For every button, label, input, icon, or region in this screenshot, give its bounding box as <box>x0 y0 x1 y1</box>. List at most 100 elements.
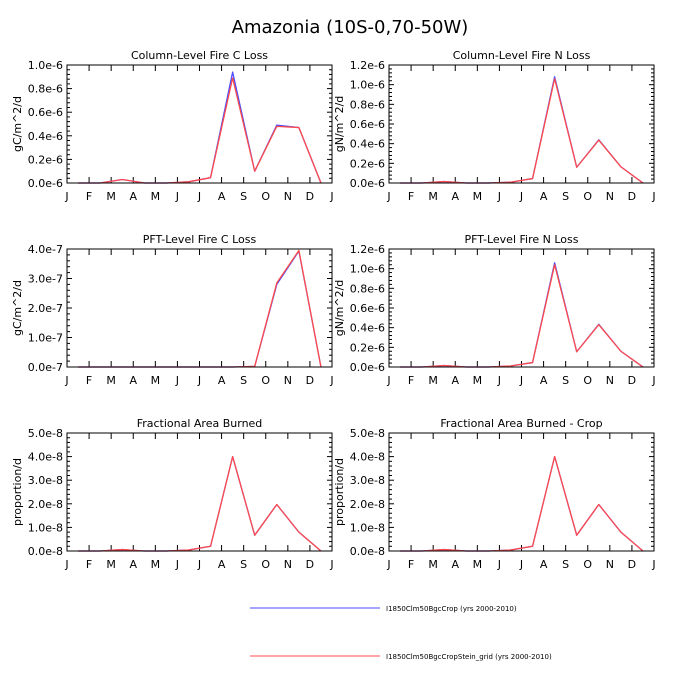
y-axis-label-2: gC/m^2/d <box>11 280 24 336</box>
y-tick-label-1-0: 0.0e-6 <box>350 177 385 190</box>
y-tick-label-1-2: 0.4e-6 <box>350 138 385 151</box>
chart-panels: Column-Level Fire C Loss gC/m^2/d 0.0e-6 0.… <box>11 49 656 571</box>
x-tick-label-1-8: S <box>562 190 569 203</box>
x-tick-label-1-12: J <box>651 190 655 203</box>
x-tick-label-5-5: J <box>497 558 501 571</box>
y-tick-label-0-0: 0.0e-6 <box>28 177 63 190</box>
x-tick-label-4-9: O <box>261 558 270 571</box>
x-tick-label-5-6: J <box>519 558 523 571</box>
x-tick-label-5-2: M <box>428 558 438 571</box>
chart-title-3: PFT-Level Fire N Loss <box>465 233 579 246</box>
series-line-0-0 <box>78 71 322 184</box>
x-tick-label-4-1: F <box>86 558 92 571</box>
x-tick-label-4-3: A <box>129 558 137 571</box>
x-tick-label-2-12: J <box>329 374 333 387</box>
x-tick-label-3-3: A <box>451 374 459 387</box>
x-tick-label-4-2: M <box>106 558 116 571</box>
x-tick-label-2-4: M <box>151 374 161 387</box>
x-tick-label-4-10: N <box>284 558 292 571</box>
y-tick-label-4-0: 0.0e-8 <box>28 545 63 558</box>
chart-title-1: Column-Level Fire N Loss <box>453 49 591 62</box>
y-tick-label-0-1: 0.2e-6 <box>28 153 63 166</box>
x-tick-label-3-12: J <box>651 374 655 387</box>
x-tick-label-1-3: A <box>451 190 459 203</box>
x-tick-label-2-2: M <box>106 374 116 387</box>
x-tick-label-4-8: S <box>240 558 247 571</box>
y-tick-label-5-4: 4.0e-8 <box>350 451 385 464</box>
x-tick-label-0-6: J <box>197 190 201 203</box>
x-tick-label-3-10: N <box>606 374 614 387</box>
y-tick-label-5-5: 5.0e-8 <box>350 427 385 440</box>
x-tick-label-2-3: A <box>129 374 137 387</box>
x-tick-label-0-2: M <box>106 190 116 203</box>
legend-label-1: I1850Clm50BgcCropStein_grid (yrs 2000-20… <box>386 653 552 661</box>
plot-frame-0 <box>66 64 333 184</box>
y-tick-label-0-4: 0.8e-6 <box>28 83 63 96</box>
y-tick-label-3-0: 0.0e-6 <box>350 361 385 374</box>
x-tick-label-2-9: O <box>261 374 270 387</box>
x-tick-label-3-0: J <box>386 374 390 387</box>
plot-frame-4 <box>66 432 333 552</box>
x-tick-label-1-10: N <box>606 190 614 203</box>
series-line-4-1 <box>78 455 322 552</box>
chart-title-2: PFT-Level Fire C Loss <box>143 233 257 246</box>
legend-label-0: I1850Clm50BgcCrop (yrs 2000-2010) <box>386 605 517 613</box>
x-tick-label-5-11: D <box>628 558 636 571</box>
y-tick-label-5-3: 3.0e-8 <box>350 474 385 487</box>
chart-panel-1: Column-Level Fire N Loss gN/m^2/d 0.0e-6 0.… <box>333 49 656 203</box>
x-tick-label-0-10: N <box>284 190 292 203</box>
x-tick-label-0-0: J <box>64 190 68 203</box>
y-tick-label-3-1: 0.2e-6 <box>350 341 385 354</box>
x-tick-label-2-6: J <box>197 374 201 387</box>
y-tick-label-3-6: 1.2e-6 <box>350 243 385 256</box>
plot-frame-2 <box>66 248 333 368</box>
y-tick-label-2-3: 3.0e-7 <box>28 273 63 286</box>
x-tick-label-5-4: M <box>473 558 483 571</box>
y-tick-label-4-4: 4.0e-8 <box>28 451 63 464</box>
x-tick-label-3-6: J <box>519 374 523 387</box>
x-tick-label-2-10: N <box>284 374 292 387</box>
plot-frame-1 <box>388 64 655 184</box>
y-axis-label-1: gN/m^2/d <box>333 96 346 153</box>
y-tick-label-5-1: 1.0e-8 <box>350 521 385 534</box>
x-tick-label-5-0: J <box>386 558 390 571</box>
y-axis-label-3: gN/m^2/d <box>333 280 346 337</box>
x-tick-label-2-5: J <box>175 374 179 387</box>
chart-panel-5: Fractional Area Burned - Crop proportion/… <box>333 417 656 571</box>
plot-frame-3 <box>388 248 655 368</box>
x-tick-label-2-8: S <box>240 374 247 387</box>
chart-panel-0: Column-Level Fire C Loss gC/m^2/d 0.0e-6 0.… <box>11 49 334 203</box>
x-tick-label-3-8: S <box>562 374 569 387</box>
y-axis-label-4: proportion/d <box>11 458 24 526</box>
x-tick-label-0-5: J <box>175 190 179 203</box>
x-tick-label-3-9: O <box>583 374 592 387</box>
x-tick-label-1-1: F <box>408 190 414 203</box>
legend: I1850Clm50BgcCrop (yrs 2000-2010) I1850C… <box>250 605 552 661</box>
series-line-3-1 <box>400 264 644 368</box>
y-tick-label-3-2: 0.4e-6 <box>350 322 385 335</box>
x-tick-label-1-0: J <box>386 190 390 203</box>
y-tick-label-5-0: 0.0e-8 <box>350 545 385 558</box>
y-tick-label-2-2: 2.0e-7 <box>28 302 63 315</box>
chart-title-0: Column-Level Fire C Loss <box>131 49 268 62</box>
y-tick-label-0-3: 0.6e-6 <box>28 106 63 119</box>
y-tick-label-0-5: 1.0e-6 <box>28 59 63 72</box>
series-line-1-1 <box>400 78 644 184</box>
x-tick-label-3-5: J <box>497 374 501 387</box>
series-line-3-0 <box>400 262 644 368</box>
y-tick-label-4-5: 5.0e-8 <box>28 427 63 440</box>
plot-frame-5 <box>388 432 655 552</box>
y-tick-label-4-1: 1.0e-8 <box>28 521 63 534</box>
x-tick-label-0-12: J <box>329 190 333 203</box>
y-tick-label-1-5: 1.0e-6 <box>350 79 385 92</box>
x-tick-label-1-9: O <box>583 190 592 203</box>
x-tick-label-1-7: A <box>540 190 548 203</box>
y-axis-label-0: gC/m^2/d <box>11 96 24 152</box>
x-tick-label-5-1: F <box>408 558 414 571</box>
x-tick-label-4-4: M <box>151 558 161 571</box>
x-tick-label-3-2: M <box>428 374 438 387</box>
series-line-5-0 <box>400 455 644 552</box>
y-tick-label-1-3: 0.6e-6 <box>350 118 385 131</box>
y-tick-label-2-0: 0.0e-7 <box>28 361 63 374</box>
x-tick-label-5-12: J <box>651 558 655 571</box>
